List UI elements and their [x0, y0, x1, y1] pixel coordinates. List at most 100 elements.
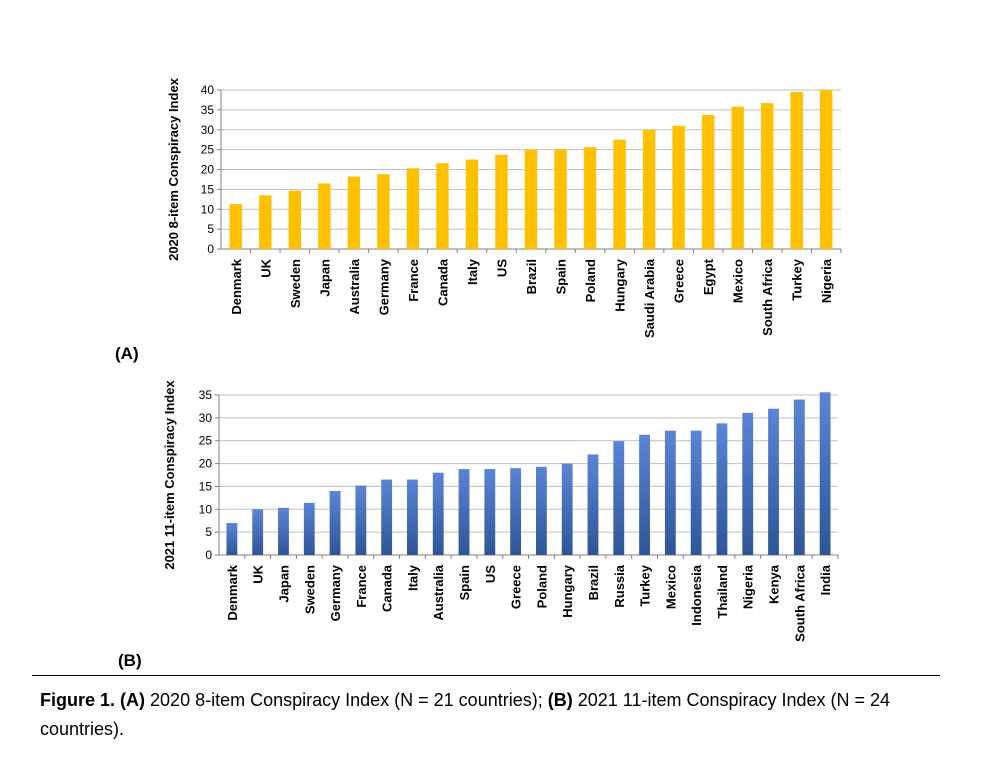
y-tick-label: 20 — [199, 457, 213, 471]
x-tick-label: Hungary — [560, 564, 575, 618]
y-tick-label: 30 — [199, 411, 213, 425]
x-tick-label: Sweden — [302, 565, 317, 614]
bar — [303, 502, 315, 555]
bar — [465, 159, 479, 249]
bar — [432, 472, 444, 555]
bar — [561, 463, 573, 555]
y-axis-label: 2020 8-item Conspiracy Index — [166, 77, 181, 261]
y-tick-label: 10 — [199, 502, 213, 516]
bar — [484, 469, 496, 555]
bar — [381, 479, 393, 555]
x-tick-label: US — [483, 565, 498, 583]
x-tick-label: UK — [251, 564, 266, 583]
x-tick-label: Japan — [276, 565, 291, 603]
x-tick-label: Germany — [376, 258, 391, 315]
bar — [613, 139, 626, 249]
bar — [583, 147, 597, 249]
bar — [252, 509, 264, 555]
bar — [535, 466, 547, 555]
panel-label: (A) — [115, 344, 139, 363]
bar — [672, 125, 685, 249]
x-tick-label: Spain — [554, 259, 569, 294]
chart-b: 0 5 10 15 20 25 30 35 Denmark UK Japan Sweden German… — [118, 380, 839, 670]
bar — [510, 468, 522, 555]
y-tick-label: 30 — [201, 123, 215, 137]
x-tick-label: Indonesia — [689, 564, 704, 625]
x-tick-label: Canada — [435, 258, 450, 306]
x-tick-label: Australia — [431, 564, 446, 620]
bar — [768, 408, 779, 555]
x-tick-label: UK — [258, 258, 273, 277]
bar — [458, 469, 470, 555]
x-tick-label: France — [406, 259, 421, 302]
bar — [554, 149, 567, 249]
bar — [760, 103, 774, 250]
bar — [278, 507, 289, 555]
y-tick-label: 0 — [205, 548, 212, 562]
x-tick-label: Hungary — [613, 258, 628, 312]
chart-a: 0 5 10 15 20 25 30 35 40 Denmark UK Sweden Japan Aust… — [115, 77, 842, 363]
bar — [690, 430, 702, 555]
x-tick-label: Sweden — [288, 259, 303, 308]
bar — [524, 149, 538, 249]
bar — [229, 204, 242, 249]
x-tick-label: Nigeria — [741, 564, 756, 609]
x-tick-label: Poland — [534, 565, 549, 608]
x-tick-label: South Africa — [792, 564, 807, 642]
bar — [355, 485, 367, 555]
caption-part-a-label: (A) — [120, 690, 146, 710]
bar — [742, 412, 754, 555]
x-tick-label: Italy — [405, 564, 420, 591]
y-tick-label: 10 — [201, 202, 215, 216]
bar — [716, 423, 728, 555]
caption-divider — [32, 675, 940, 676]
bar — [495, 154, 508, 249]
x-tick-label: Denmark — [229, 258, 244, 314]
y-tick-label: 0 — [207, 242, 214, 256]
x-tick-label: Spain — [457, 565, 472, 600]
bar — [701, 115, 715, 249]
x-tick-label: Russia — [612, 564, 627, 607]
bar — [664, 430, 676, 555]
panel-label: (B) — [118, 651, 142, 670]
x-tick-label: Turkey — [790, 258, 805, 300]
y-tick-label: 5 — [205, 525, 212, 539]
x-tick-label: Australia — [347, 258, 362, 314]
bar — [288, 190, 302, 249]
bar — [790, 91, 803, 249]
bar — [318, 183, 331, 249]
x-tick-label: Turkey — [638, 564, 653, 606]
bar — [347, 176, 361, 249]
y-tick-label: 35 — [199, 388, 213, 402]
x-tick-label: Saudi Arabia — [642, 258, 657, 338]
caption-part-a-text: 2020 8-item Conspiracy Index (N = 21 cou… — [145, 690, 548, 710]
x-tick-label: Brazil — [524, 259, 539, 294]
y-tick-label: 25 — [199, 434, 213, 448]
bar — [642, 129, 656, 249]
x-tick-label: Germany — [328, 564, 343, 621]
caption-part-b-label: (B) — [547, 690, 573, 710]
y-tick-label: 35 — [201, 103, 215, 117]
bar — [820, 90, 833, 249]
caption-figure-label: Figure 1. — [40, 690, 116, 710]
bar — [377, 174, 390, 249]
y-tick-label: 15 — [201, 182, 215, 196]
y-tick-label: 15 — [199, 479, 213, 493]
x-tick-label: India — [818, 564, 833, 595]
x-tick-label: Egypt — [701, 258, 716, 295]
bar — [259, 195, 272, 249]
x-tick-label: Japan — [317, 259, 332, 297]
figure-caption: Figure 1. (A) 2020 8-item Conspiracy Ind… — [40, 686, 945, 744]
x-tick-label: Thailand — [715, 565, 730, 619]
bar — [406, 168, 420, 249]
bar — [819, 392, 831, 555]
x-tick-label: Mexico — [731, 259, 746, 303]
bar — [436, 163, 449, 249]
x-tick-label: Greece — [509, 565, 524, 609]
x-tick-label: Kenya — [767, 564, 782, 604]
x-tick-label: Denmark — [225, 564, 240, 620]
y-tick-label: 20 — [201, 163, 215, 177]
bar — [613, 441, 625, 555]
x-tick-label: France — [354, 565, 369, 608]
